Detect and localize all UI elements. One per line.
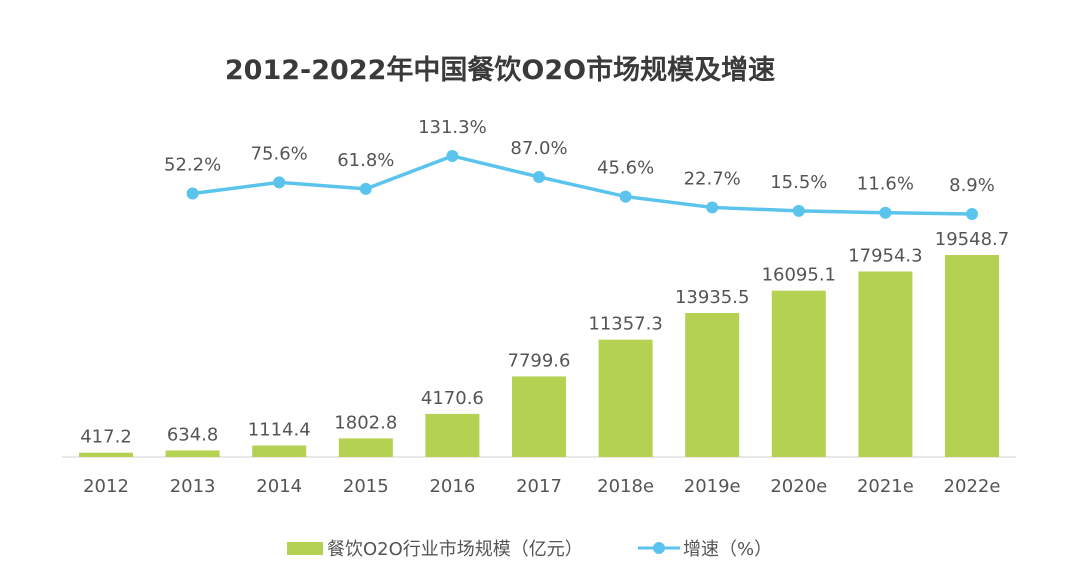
growth-data-label: 52.2% bbox=[164, 154, 221, 175]
growth-data-label: 8.9% bbox=[949, 175, 995, 196]
x-tick-label: 2014 bbox=[256, 476, 302, 497]
bar bbox=[598, 339, 653, 457]
x-tick-label: 2017 bbox=[516, 476, 562, 497]
x-tick-label: 2018e bbox=[597, 476, 654, 497]
bar-data-label: 17954.3 bbox=[848, 245, 922, 266]
growth-data-label: 61.8% bbox=[337, 150, 394, 171]
legend-item-bar: 餐饮O2O行业市场规模（亿元） bbox=[287, 535, 583, 561]
chart-title: 2012-2022年中国餐饮O2O市场规模及增速 bbox=[224, 55, 776, 86]
growth-point bbox=[186, 187, 199, 200]
growth-data-label: 22.7% bbox=[684, 168, 741, 189]
legend-bar-swatch bbox=[287, 541, 323, 555]
growth-point bbox=[619, 190, 632, 203]
growth-point bbox=[273, 176, 286, 189]
growth-data-label: 87.0% bbox=[510, 138, 567, 159]
growth-point bbox=[446, 149, 459, 162]
bar-data-label: 13935.5 bbox=[675, 287, 749, 308]
legend-line-swatch bbox=[638, 542, 680, 554]
bar-data-label: 16095.1 bbox=[762, 265, 836, 286]
x-tick-label: 2016 bbox=[429, 476, 475, 497]
bar bbox=[338, 438, 393, 457]
bar-data-label: 1802.8 bbox=[334, 412, 397, 433]
bar bbox=[425, 413, 480, 457]
bar-data-label: 1114.4 bbox=[248, 419, 311, 440]
bar bbox=[771, 290, 826, 457]
bar-data-label: 11357.3 bbox=[588, 314, 662, 335]
x-tick-label: 2013 bbox=[170, 476, 216, 497]
bar bbox=[685, 313, 740, 457]
bar-data-label: 417.2 bbox=[80, 427, 132, 448]
bar bbox=[252, 445, 307, 457]
legend-bar-label: 餐饮O2O行业市场规模（亿元） bbox=[327, 539, 583, 560]
growth-point bbox=[966, 207, 978, 220]
x-tick-label: 2020e bbox=[770, 476, 827, 497]
growth-data-label: 11.6% bbox=[857, 174, 914, 195]
growth-point bbox=[879, 206, 892, 219]
x-tick-label: 2021e bbox=[857, 476, 914, 497]
bar bbox=[165, 450, 220, 457]
x-tick-label: 2019e bbox=[684, 476, 741, 497]
x-tick-label: 2022e bbox=[944, 476, 1001, 497]
growth-point bbox=[359, 182, 372, 195]
bar-data-label: 4170.6 bbox=[421, 388, 484, 409]
bar bbox=[79, 452, 133, 457]
x-tick-label: 2015 bbox=[343, 476, 389, 497]
growth-point bbox=[792, 204, 805, 217]
legend-item-line: 增速（%） bbox=[638, 535, 772, 561]
growth-data-label: 15.5% bbox=[770, 172, 827, 193]
bar-data-label: 634.8 bbox=[167, 424, 219, 445]
growth-data-label: 131.3% bbox=[418, 117, 487, 138]
bar bbox=[945, 255, 999, 457]
legend-line-label: 增速（%） bbox=[683, 539, 773, 560]
bar-data-label: 19548.7 bbox=[935, 229, 1009, 250]
growth-point bbox=[706, 201, 719, 214]
growth-data-label: 75.6% bbox=[251, 143, 308, 164]
bar bbox=[858, 271, 913, 457]
growth-point bbox=[533, 170, 545, 183]
bar-data-label: 7799.6 bbox=[508, 350, 571, 371]
growth-data-label: 45.6% bbox=[597, 158, 654, 179]
growth-line bbox=[192, 154, 973, 216]
bar bbox=[512, 376, 566, 457]
x-tick-label: 2012 bbox=[83, 476, 129, 497]
